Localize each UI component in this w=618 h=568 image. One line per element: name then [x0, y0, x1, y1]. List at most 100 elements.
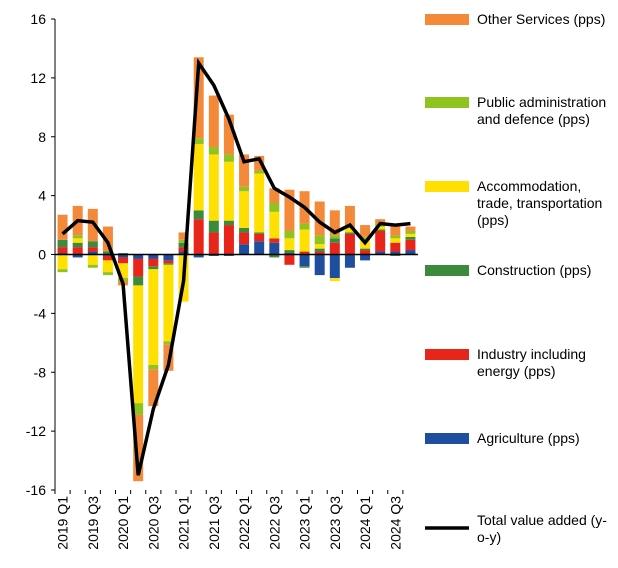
legend-label: Construction (pps): [477, 262, 592, 278]
bar-segment: [314, 235, 325, 245]
bar-segment: [57, 239, 68, 248]
bar-segment: [344, 233, 355, 255]
bar-segment: [269, 242, 280, 255]
legend-swatch: [425, 265, 469, 276]
bar-segment: [254, 155, 265, 171]
bar-segment: [87, 264, 98, 268]
bar-segment: [390, 226, 401, 236]
bar-segment: [102, 255, 113, 261]
bar-segment: [314, 254, 325, 276]
bar-segment: [133, 258, 144, 277]
bar-segment: [254, 232, 265, 234]
bar-segment: [178, 247, 189, 252]
bar-segment: [360, 250, 371, 255]
bar-segment: [284, 254, 295, 265]
bar-segment: [208, 154, 219, 221]
bar-segment: [405, 230, 416, 234]
bar-segment: [405, 226, 416, 231]
bar-segment: [57, 254, 68, 270]
bar-segment: [72, 247, 83, 255]
bar-segment: [314, 251, 325, 255]
bar-segment: [390, 238, 401, 243]
x-tick-label: 2024 Q1: [357, 496, 373, 550]
legend-label: Total value added (y-o-y): [477, 512, 607, 545]
bar-segment: [87, 247, 98, 252]
bar-segment: [133, 414, 144, 482]
bar-segment: [148, 269, 159, 365]
bar-segment: [329, 235, 340, 239]
bar-segment: [118, 254, 129, 258]
x-tick-label: 2021 Q3: [206, 496, 222, 550]
x-tick-label: 2020 Q1: [115, 496, 131, 550]
y-tick-label: 12: [30, 70, 46, 86]
bar-segment: [269, 188, 280, 203]
bar-segment: [329, 254, 340, 279]
legend-swatch: [425, 349, 469, 360]
bar-segment: [239, 191, 250, 229]
bar-segment: [405, 233, 416, 237]
bar-segment: [118, 257, 129, 264]
bar-segment: [375, 226, 386, 230]
bar-segment: [148, 369, 159, 407]
x-tick-label: 2020 Q3: [145, 496, 161, 550]
y-tick-label: -4: [34, 305, 47, 321]
bar-segment: [87, 241, 98, 248]
bar-segment: [178, 239, 189, 243]
bar-segment: [329, 210, 340, 236]
bar-segment: [148, 254, 159, 259]
bar-segment: [314, 248, 325, 252]
bar-segment: [72, 254, 83, 258]
bar-segment: [344, 228, 355, 233]
bar-segment: [208, 232, 219, 255]
bar-segment: [329, 278, 340, 281]
bar-segment: [87, 251, 98, 255]
x-tick-label: 2024 Q3: [387, 496, 403, 550]
y-tick-label: 0: [38, 247, 46, 263]
x-tick-label: 2023 Q3: [327, 496, 343, 550]
bar-segment: [102, 251, 113, 255]
bar-segment: [284, 189, 295, 231]
bar-segment: [269, 238, 280, 243]
bar-segment: [163, 341, 174, 345]
legend-swatch: [425, 97, 469, 108]
bar-segment: [239, 244, 250, 255]
bar-segment: [72, 242, 83, 248]
bar-segment: [375, 251, 386, 255]
bar-segment: [148, 266, 159, 270]
y-tick-label: -8: [34, 364, 47, 380]
bar-segment: [390, 251, 401, 255]
bar-segment: [405, 239, 416, 251]
bar-segment: [133, 285, 144, 404]
x-tick-label: 2022 Q1: [236, 496, 252, 550]
legend-label: Other Services (pps): [477, 11, 606, 27]
bar-segment: [193, 254, 204, 258]
x-tick-label: 2023 Q1: [297, 496, 313, 550]
bar-segment: [390, 242, 401, 252]
legend-label: Agriculture (pps): [477, 430, 580, 446]
y-tick-label: -12: [26, 423, 46, 439]
bar-segment: [239, 154, 250, 187]
bar-segment: [163, 263, 174, 265]
x-tick-label: 2019 Q3: [85, 496, 101, 550]
bar-segment: [269, 202, 280, 212]
bar-segment: [284, 230, 295, 239]
bar-segment: [87, 254, 98, 265]
bar-segment: [223, 114, 234, 155]
bar-segment: [193, 144, 204, 211]
bar-segment: [178, 251, 189, 255]
bar-segment: [390, 235, 401, 239]
bar-segment: [344, 232, 355, 234]
bar-segment: [299, 254, 310, 267]
bar-segment: [133, 403, 144, 415]
bar-segment: [193, 219, 204, 255]
bar-segment: [178, 242, 189, 248]
bar-segment: [314, 201, 325, 236]
bar-segment: [314, 244, 325, 249]
bar-segment: [254, 170, 265, 174]
bar-segment: [329, 238, 340, 243]
bar-segment: [223, 225, 234, 255]
bar-segment: [208, 220, 219, 233]
bar-segment: [344, 205, 355, 227]
x-tick-label: 2022 Q3: [266, 496, 282, 550]
